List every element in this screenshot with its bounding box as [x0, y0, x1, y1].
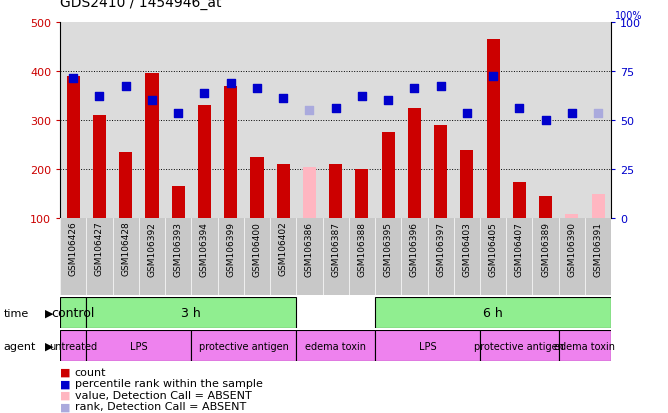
Text: LPS: LPS	[419, 341, 436, 351]
Bar	[191, 330, 297, 361]
Point	[120, 83, 131, 90]
Bar	[355, 170, 369, 219]
Point	[462, 110, 472, 117]
Bar	[375, 330, 480, 361]
Text: GSM106426: GSM106426	[69, 221, 77, 276]
Bar	[486, 40, 500, 219]
Text: 3 h: 3 h	[182, 306, 201, 319]
Text: value, Detection Call = ABSENT: value, Detection Call = ABSENT	[75, 390, 252, 400]
Text: GSM106392: GSM106392	[148, 221, 156, 276]
Point	[514, 105, 525, 112]
Text: GSM106389: GSM106389	[541, 221, 550, 276]
Point	[94, 93, 105, 100]
Bar	[198, 106, 211, 219]
Bar	[460, 150, 474, 219]
Text: GSM106387: GSM106387	[331, 221, 340, 276]
Point	[488, 74, 498, 80]
Text: edema toxin: edema toxin	[305, 341, 366, 351]
Point	[593, 110, 603, 117]
Bar	[93, 116, 106, 219]
Bar	[513, 182, 526, 219]
Text: untreated: untreated	[49, 341, 98, 351]
Bar	[381, 133, 395, 219]
Bar	[86, 297, 297, 328]
Point	[331, 105, 341, 112]
Bar	[434, 126, 447, 219]
Text: LPS: LPS	[130, 341, 148, 351]
Point	[199, 90, 210, 97]
Point	[540, 118, 551, 124]
Point	[147, 98, 158, 104]
Text: protective antigen: protective antigen	[474, 341, 564, 351]
Bar	[224, 86, 237, 219]
Text: GSM106397: GSM106397	[436, 221, 445, 276]
Bar	[539, 197, 552, 219]
Text: agent: agent	[3, 341, 35, 351]
Bar	[558, 330, 611, 361]
Text: ■: ■	[60, 367, 71, 377]
Text: GSM106391: GSM106391	[594, 221, 603, 276]
Text: rank, Detection Call = ABSENT: rank, Detection Call = ABSENT	[75, 401, 246, 411]
Bar	[277, 165, 290, 219]
Point	[68, 76, 79, 83]
Point	[173, 110, 184, 117]
Bar	[297, 330, 375, 361]
Text: GSM106390: GSM106390	[567, 221, 576, 276]
Text: GSM106388: GSM106388	[357, 221, 367, 276]
Point	[566, 110, 577, 117]
Text: ▶: ▶	[45, 308, 53, 318]
Point	[252, 85, 263, 92]
Point	[409, 85, 420, 92]
Text: edema toxin: edema toxin	[554, 341, 615, 351]
Text: GSM106400: GSM106400	[253, 221, 261, 276]
Text: percentile rank within the sample: percentile rank within the sample	[75, 378, 263, 388]
Bar	[172, 187, 185, 219]
Text: 6 h: 6 h	[483, 306, 503, 319]
Text: ■: ■	[60, 378, 71, 388]
Text: time: time	[3, 308, 29, 318]
Bar	[329, 165, 342, 219]
Text: protective antigen: protective antigen	[199, 341, 289, 351]
Text: GSM106403: GSM106403	[462, 221, 472, 276]
Text: 100%: 100%	[615, 11, 642, 21]
Bar	[60, 330, 86, 361]
Bar	[250, 158, 263, 219]
Text: GSM106399: GSM106399	[226, 221, 235, 276]
Point	[225, 81, 236, 87]
Point	[357, 93, 367, 100]
Bar	[408, 109, 421, 219]
Bar	[119, 153, 132, 219]
Text: GSM106396: GSM106396	[410, 221, 419, 276]
Bar	[592, 195, 605, 219]
Text: GSM106428: GSM106428	[121, 221, 130, 276]
Text: GSM106402: GSM106402	[279, 221, 288, 276]
Text: ■: ■	[60, 390, 71, 400]
Text: GSM106405: GSM106405	[488, 221, 498, 276]
Point	[304, 108, 315, 114]
Text: GSM106393: GSM106393	[174, 221, 183, 276]
Text: ▶: ▶	[45, 341, 53, 351]
Text: GSM106386: GSM106386	[305, 221, 314, 276]
Bar	[375, 297, 611, 328]
Text: GDS2410 / 1454946_at: GDS2410 / 1454946_at	[60, 0, 222, 10]
Text: count: count	[75, 367, 106, 377]
Point	[436, 83, 446, 90]
Bar	[480, 330, 558, 361]
Text: control: control	[51, 306, 95, 319]
Text: GSM106407: GSM106407	[515, 221, 524, 276]
Text: GSM106394: GSM106394	[200, 221, 209, 276]
Point	[278, 95, 289, 102]
Bar	[303, 167, 316, 219]
Bar	[60, 297, 86, 328]
Text: GSM106395: GSM106395	[383, 221, 393, 276]
Text: GSM106427: GSM106427	[95, 221, 104, 276]
Bar	[67, 77, 79, 219]
Bar	[86, 330, 191, 361]
Bar	[146, 74, 158, 219]
Point	[383, 98, 393, 104]
Text: ■: ■	[60, 401, 71, 411]
Bar	[565, 214, 578, 219]
